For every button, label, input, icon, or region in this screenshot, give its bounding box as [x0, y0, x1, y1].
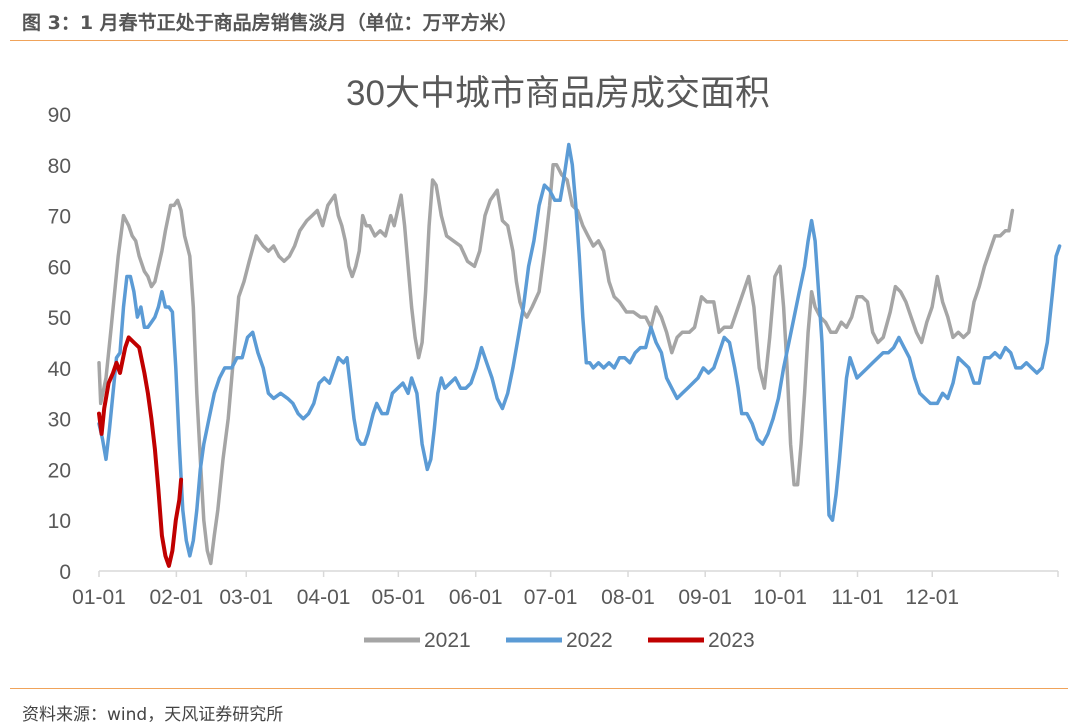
header-divider: [10, 40, 1068, 41]
x-tick-label: 04-01: [297, 586, 351, 609]
y-axis-tick-labels: 0 10 20 30 40 50 60 70 80 90: [48, 104, 71, 584]
x-tick-label: 12-01: [905, 586, 959, 609]
y-tick-label: 60: [48, 256, 71, 279]
y-tick-label: 80: [48, 155, 71, 178]
source-note: 资料来源：wind，天风证券研究所: [22, 705, 284, 725]
series-line-2021: [97, 163, 1015, 566]
x-tick-label: 10-01: [753, 586, 807, 609]
series-lines: [97, 142, 1062, 568]
figure-header: 图 3：1 月春节正处于商品房销售淡月（单位：万平方米）: [22, 12, 518, 34]
x-tick-label: 05-01: [371, 586, 425, 609]
y-tick-label: 90: [48, 104, 71, 127]
series-line-2022: [97, 142, 1062, 558]
legend: 2021 2022 2023: [364, 629, 755, 652]
y-tick-label: 70: [48, 206, 71, 229]
x-tick-label: 01-01: [72, 586, 126, 609]
x-tick-label: 02-01: [150, 586, 204, 609]
chart-title: 30大中城市商品房成交面积: [346, 74, 770, 113]
x-tick-label: 06-01: [449, 586, 503, 609]
y-tick-label: 30: [48, 409, 71, 432]
x-tick-label: 11-01: [831, 586, 883, 609]
x-tick-label: 03-01: [219, 586, 273, 609]
series-line-2023: [97, 335, 184, 568]
x-tick-label: 09-01: [678, 586, 732, 609]
y-tick-label: 20: [48, 459, 71, 482]
footer-divider: [10, 688, 1068, 689]
legend-label-2022: 2022: [566, 629, 613, 652]
legend-label-2023: 2023: [708, 629, 755, 652]
y-tick-label: 0: [59, 561, 71, 584]
legend-label-2021: 2021: [424, 629, 471, 652]
x-axis: 01-01 02-01 03-01 04-01 05-01 06-01 07-01 08-01…: [72, 570, 1059, 609]
y-tick-label: 50: [48, 307, 71, 330]
x-tick-label: 08-01: [601, 586, 655, 609]
x-tick-label: 07-01: [524, 586, 578, 609]
y-tick-label: 10: [48, 510, 71, 533]
y-tick-label: 40: [48, 358, 71, 381]
